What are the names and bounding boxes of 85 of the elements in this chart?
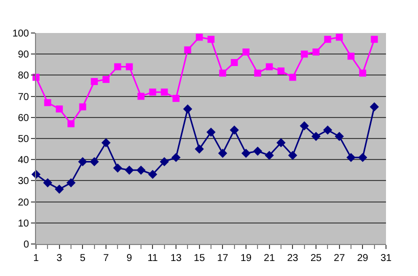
point xyxy=(78,157,88,166)
x-tick-label: 29 xyxy=(357,253,369,264)
point xyxy=(348,52,354,60)
x-tick-label: 9 xyxy=(126,253,133,264)
y-tick-label: 80 xyxy=(18,70,30,82)
point xyxy=(172,94,180,102)
point xyxy=(359,70,366,77)
point xyxy=(218,148,228,158)
x-tick-label: 23 xyxy=(287,253,299,264)
point xyxy=(56,105,63,112)
point xyxy=(230,59,238,66)
point xyxy=(300,50,308,58)
x-tick-label: 13 xyxy=(170,253,182,264)
point xyxy=(266,63,273,70)
point xyxy=(276,138,286,148)
point xyxy=(160,157,169,166)
point xyxy=(114,63,122,70)
point xyxy=(44,99,52,106)
point xyxy=(54,184,64,194)
x-tick-label: 11 xyxy=(147,253,158,264)
point xyxy=(138,92,144,100)
point xyxy=(206,128,216,137)
point xyxy=(113,163,122,173)
y-tick-label: 10 xyxy=(18,218,30,230)
point xyxy=(336,34,343,41)
point xyxy=(324,36,332,43)
point xyxy=(346,152,356,162)
point xyxy=(183,104,192,114)
point xyxy=(68,120,74,128)
point xyxy=(160,88,168,96)
x-tick-label: 7 xyxy=(103,253,110,264)
x-tick-label: 5 xyxy=(80,253,86,264)
x-tick-label: 17 xyxy=(217,253,229,264)
point xyxy=(124,166,134,175)
x-tick-label: 25 xyxy=(310,253,322,264)
x-tick-label: 31 xyxy=(380,253,392,264)
point xyxy=(300,121,309,130)
point xyxy=(208,36,214,43)
x-tick-label: 3 xyxy=(56,253,63,264)
point xyxy=(242,48,250,56)
point xyxy=(241,148,251,158)
x-tick-label: 1 xyxy=(33,253,40,264)
point xyxy=(126,63,133,70)
x-tick-label: 27 xyxy=(334,253,346,264)
point xyxy=(136,166,146,175)
y-tick-label: 30 xyxy=(18,176,30,188)
point xyxy=(278,67,284,74)
y-tick-label: 60 xyxy=(18,112,30,124)
y-tick-label: 20 xyxy=(18,197,30,208)
point xyxy=(171,152,181,162)
point xyxy=(149,88,156,96)
point xyxy=(288,150,298,160)
x-tick-label: 15 xyxy=(194,253,206,264)
y-tick-label: 50 xyxy=(18,134,30,145)
point xyxy=(264,150,274,160)
point xyxy=(79,103,86,110)
point xyxy=(370,36,378,43)
y-tick-label: 0 xyxy=(23,240,30,250)
point xyxy=(311,132,321,141)
point xyxy=(90,78,98,86)
point xyxy=(66,178,76,188)
point xyxy=(312,48,320,56)
point xyxy=(102,76,110,83)
point xyxy=(358,152,368,162)
y-tick-label: 70 xyxy=(18,92,30,103)
y-tick-label: 40 xyxy=(18,155,30,166)
y-tick-label: 100 xyxy=(12,28,30,40)
point xyxy=(194,144,204,154)
point xyxy=(196,34,203,41)
y-tick-label: 90 xyxy=(18,50,30,61)
point xyxy=(323,126,332,135)
point xyxy=(90,157,99,166)
point xyxy=(219,70,226,77)
point xyxy=(253,146,262,156)
point xyxy=(148,170,158,179)
point xyxy=(254,70,262,77)
point xyxy=(43,178,52,188)
point xyxy=(289,74,296,81)
point xyxy=(334,132,344,141)
x-tick-label: 19 xyxy=(240,253,252,264)
x-tick-label: 21 xyxy=(264,253,276,264)
point xyxy=(184,46,192,54)
point xyxy=(230,126,239,135)
point xyxy=(101,138,111,148)
point xyxy=(370,102,379,112)
